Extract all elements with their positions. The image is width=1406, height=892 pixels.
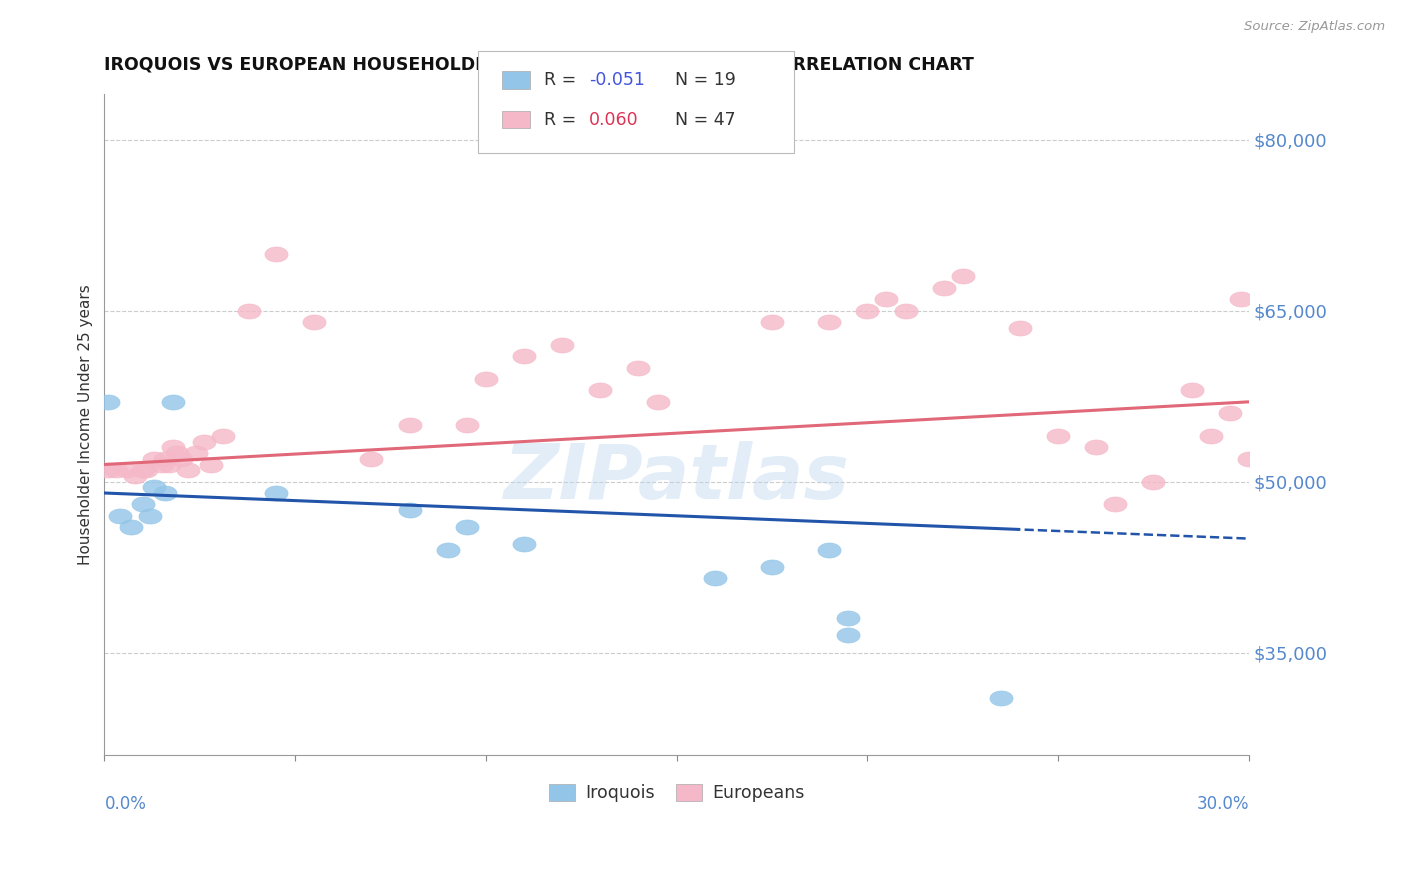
Point (97, 463, 120, 477)
Point (475, 372, 498, 386)
Point (952, 269, 974, 284)
Point (120, 520, 142, 534)
Point (162, 441, 184, 455)
Point (818, 315, 841, 329)
Text: N = 47: N = 47 (664, 111, 735, 128)
Point (184, 446, 207, 460)
Point (856, 303, 879, 318)
Point (398, 503, 420, 517)
Text: ZIPatlas: ZIPatlas (503, 441, 849, 515)
Point (990, 691, 1012, 706)
Point (117, 463, 139, 477)
Point (143, 480, 166, 494)
Point (108, 508, 131, 523)
Point (589, 384, 612, 398)
Point (155, 451, 177, 466)
Point (627, 360, 650, 375)
Text: 0.0%: 0.0% (104, 795, 146, 813)
Point (837, 611, 859, 625)
Point (302, 315, 325, 329)
Point (1142, 475, 1164, 489)
Point (436, 543, 458, 558)
Text: 30.0%: 30.0% (1197, 795, 1249, 813)
Point (513, 537, 536, 551)
Point (1237, 451, 1260, 466)
Point (200, 458, 222, 472)
Legend: Iroquois, Europeans: Iroquois, Europeans (541, 777, 811, 809)
Point (150, 458, 173, 472)
Point (703, 572, 725, 586)
Point (647, 394, 669, 409)
Point (170, 451, 193, 466)
Text: -0.051: -0.051 (589, 71, 645, 89)
Point (360, 451, 382, 466)
Point (238, 303, 260, 318)
Point (139, 508, 162, 523)
Point (135, 463, 157, 477)
Point (761, 560, 783, 574)
Point (264, 486, 287, 500)
Point (166, 446, 188, 460)
Point (551, 338, 574, 352)
Point (1199, 429, 1222, 443)
Point (456, 417, 478, 432)
Point (894, 303, 917, 318)
Point (1008, 320, 1031, 334)
Point (513, 349, 536, 363)
Point (131, 463, 153, 477)
Text: N = 19: N = 19 (664, 71, 735, 89)
Point (155, 486, 177, 500)
Point (1085, 441, 1108, 455)
Point (97, 394, 120, 409)
Point (211, 429, 233, 443)
Text: IROQUOIS VS EUROPEAN HOUSEHOLDER INCOME UNDER 25 YEARS CORRELATION CHART: IROQUOIS VS EUROPEAN HOUSEHOLDER INCOME … (104, 55, 974, 73)
Y-axis label: Householder Income Under 25 years: Householder Income Under 25 years (79, 285, 93, 565)
Point (264, 246, 287, 260)
Point (177, 463, 200, 477)
Text: R =: R = (544, 111, 582, 128)
Text: Source: ZipAtlas.com: Source: ZipAtlas.com (1244, 20, 1385, 33)
Point (1047, 429, 1070, 443)
Point (104, 463, 127, 477)
Text: 0.060: 0.060 (589, 111, 638, 128)
Text: R =: R = (544, 71, 582, 89)
Point (1104, 497, 1126, 511)
Point (1219, 406, 1241, 420)
Point (818, 543, 841, 558)
Point (162, 394, 184, 409)
Point (157, 458, 180, 472)
Point (1230, 293, 1253, 307)
Point (837, 628, 859, 642)
Point (124, 469, 146, 483)
Point (761, 315, 783, 329)
Point (143, 451, 166, 466)
Point (875, 293, 897, 307)
Point (932, 281, 955, 295)
Point (456, 520, 478, 534)
Point (193, 434, 215, 449)
Point (398, 417, 420, 432)
Point (131, 497, 153, 511)
Point (1181, 384, 1204, 398)
